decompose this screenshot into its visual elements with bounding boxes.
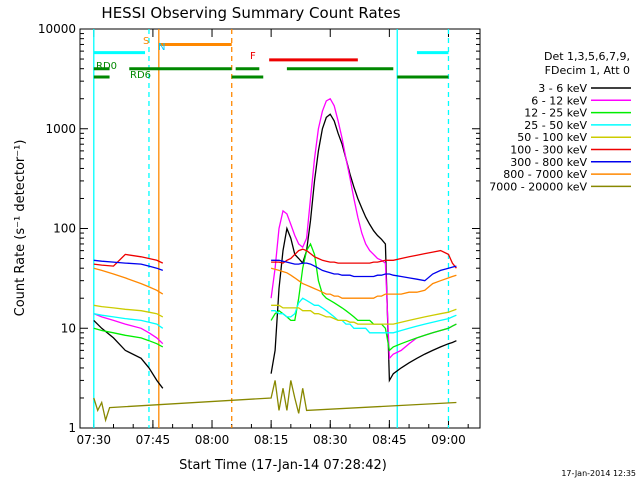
x-tick-label: 07:30 xyxy=(76,433,111,447)
legend-entry-label: 6 - 12 keV xyxy=(531,94,587,107)
event-lines xyxy=(93,29,450,428)
series-line xyxy=(93,97,457,360)
status-bars xyxy=(93,42,449,79)
x-tick-label: 09:00 xyxy=(431,433,466,447)
y-tick-label: 1000 xyxy=(45,122,76,136)
series-line xyxy=(93,304,457,325)
x-tick-label: 08:00 xyxy=(195,433,230,447)
legend-entry-label: 3 - 6 keV xyxy=(538,82,587,95)
series-line xyxy=(93,267,457,299)
legend-entry-label: 50 - 100 keV xyxy=(517,131,587,144)
series-line xyxy=(93,259,457,282)
footer-timestamp: 17-Jan-2014 12:35 xyxy=(561,469,636,478)
x-tick-label: 08:30 xyxy=(313,433,348,447)
annotations: RD0 RD6 S N F xyxy=(96,36,256,81)
plot-area xyxy=(79,28,481,429)
x-axis-label: Start Time (17-Jan-14 07:28:42) xyxy=(179,458,387,473)
series-line xyxy=(93,113,457,389)
legend-entry-label: 100 - 300 keV xyxy=(510,144,587,157)
y-tick-label: 10000 xyxy=(38,22,76,36)
x-tick-label: 07:45 xyxy=(136,433,171,447)
y-tick-label: 100 xyxy=(53,222,76,236)
legend-entry-label: 7000 - 20000 keV xyxy=(489,180,587,193)
annotation-rd6: RD6 xyxy=(130,70,151,81)
annotation-s: S xyxy=(143,36,149,47)
x-axis: 07:30 07:45 08:00 08:15 08:30 08:45 09:00 xyxy=(76,29,469,447)
series-line xyxy=(93,248,457,269)
chart-title: HESSI Observing Summary Count Rates xyxy=(101,4,400,22)
legend-entry-label: 300 - 800 keV xyxy=(510,156,587,169)
series-line xyxy=(93,297,457,334)
legend-entry-label: 800 - 7000 keV xyxy=(503,168,587,181)
x-tick-label: 08:45 xyxy=(372,433,407,447)
legend-entry-label: 12 - 25 keV xyxy=(524,107,587,120)
legend-header-1: Det 1,3,5,6,7,9, xyxy=(544,50,630,63)
annotation-rd0: RD0 xyxy=(96,61,117,72)
annotation-f: F xyxy=(250,51,256,62)
legend-header-2: FDecim 1, Att 0 xyxy=(545,64,630,77)
y-tick-label: 10 xyxy=(61,321,76,335)
plot-frame xyxy=(79,28,481,429)
x-tick-label: 08:15 xyxy=(254,433,289,447)
y-axis: 1 10 100 1000 10000 xyxy=(38,22,480,435)
legend: Det 1,3,5,6,7,9, FDecim 1, Att 0 3 - 6 k… xyxy=(489,50,631,193)
series-line xyxy=(93,380,457,423)
y-tick-label: 1 xyxy=(68,421,76,435)
annotation-n: N xyxy=(158,42,165,53)
series-lines xyxy=(93,97,457,423)
y-axis-label: Count Rate (s⁻¹ detector⁻¹) xyxy=(13,140,28,317)
legend-entry-label: 25 - 50 keV xyxy=(524,119,587,132)
